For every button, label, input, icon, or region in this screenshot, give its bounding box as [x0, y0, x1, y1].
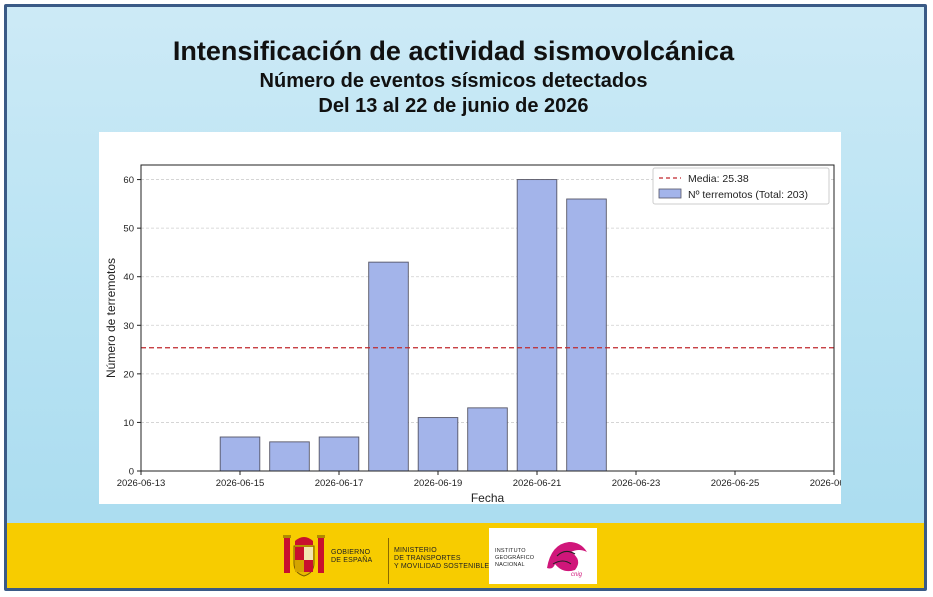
x-tick-label: 2026-06-25	[711, 478, 760, 489]
bar-2026-06-21	[516, 179, 558, 472]
x-tick-label: 2026-06-23	[612, 478, 661, 489]
ign-line3: NACIONAL	[495, 562, 525, 568]
gov-line1: GOBIERNO	[331, 549, 371, 556]
grid-layer	[141, 179, 834, 472]
coat-of-arms-icon	[283, 535, 325, 577]
ministry-line1: MINISTERIO	[394, 547, 437, 554]
bar-2026-06-22	[566, 198, 607, 472]
bar-2026-06-20	[467, 407, 508, 472]
y-axis-label: Número de terremotos	[104, 258, 118, 378]
legend-bar-label: Nº terremotos (Total: 203)	[688, 189, 808, 201]
date-range: Del 13 al 22 de junio de 2026	[318, 95, 589, 117]
subtitle: Número de eventos sísmicos detectados	[259, 70, 648, 92]
ministry-line2: DE TRANSPORTES	[394, 555, 461, 562]
x-tick-label: 2026-06-19	[414, 478, 463, 489]
bar-2026-06-18	[368, 261, 409, 472]
y-tick-label: 0	[129, 467, 134, 478]
legend-box	[652, 167, 830, 205]
bar-2026-06-15	[219, 436, 261, 472]
ign-logo-panel: INSTITUTO GEOGRÁFICO NACIONAL cnig	[489, 528, 597, 584]
x-tick-label: 2026-06-27	[810, 478, 841, 489]
plot-frame	[140, 164, 835, 472]
y-tick-label: 20	[123, 369, 134, 380]
main-title: Intensificación de actividad sismovolcán…	[172, 36, 735, 66]
bar-2026-06-16	[269, 441, 310, 472]
earthquake-bar-chart: 0 10 20 30 40 50 60 2026-06-13 2026-06-15 2026-06…	[104, 164, 859, 505]
gov-line2: DE ESPAÑA	[331, 557, 373, 564]
title-block: Intensificación de actividad sismovolcán…	[7, 35, 900, 118]
legend-mean-label: Media: 25.38	[688, 173, 749, 185]
chart-panel: 0 10 20 30 40 50 60 2026-06-13 2026-06-15 2026-06…	[99, 132, 859, 505]
bulletin-frame: Intensificación de actividad sismovolcán…	[4, 4, 927, 591]
bar-layer	[219, 179, 607, 472]
y-tick-label: 60	[123, 175, 134, 186]
footer-separator	[388, 538, 389, 584]
y-tick-label: 30	[123, 321, 134, 332]
x-tick-label: 2026-06-21	[513, 478, 562, 489]
bar-2026-06-17	[318, 436, 360, 472]
x-tick-label: 2026-06-17	[315, 478, 364, 489]
chart-legend: Media: 25.38 Nº terremotos (Total: 203)	[652, 167, 830, 205]
y-tick-label: 10	[123, 418, 134, 429]
ministry-line3: Y MOVILIDAD SOSTENIBLE	[394, 563, 490, 570]
ign-line1: INSTITUTO	[495, 548, 526, 554]
legend-bar-swatch	[658, 188, 682, 199]
axis-layer: 0 10 20 30 40 50 60 2026-06-13 2026-06-15 2026-06…	[117, 175, 859, 489]
ign-emblem-icon: cnig	[547, 542, 587, 578]
x-tick-label: 2026-06-15	[216, 478, 265, 489]
x-tick-label: 2026-06-13	[117, 478, 166, 489]
ign-line2: GEOGRÁFICO	[495, 555, 535, 561]
y-tick-label: 40	[123, 272, 134, 283]
government-logos: GOBIERNO DE ESPAÑA MINISTERIO DE TRANSPO…	[280, 531, 490, 584]
y-tick-label: 50	[123, 224, 134, 235]
footer-band: GOBIERNO DE ESPAÑA MINISTERIO DE TRANSPO…	[7, 523, 924, 588]
x-axis-label: Fecha	[471, 491, 505, 504]
cnig-text: cnig	[571, 572, 583, 578]
bar-2026-06-19	[417, 417, 459, 472]
